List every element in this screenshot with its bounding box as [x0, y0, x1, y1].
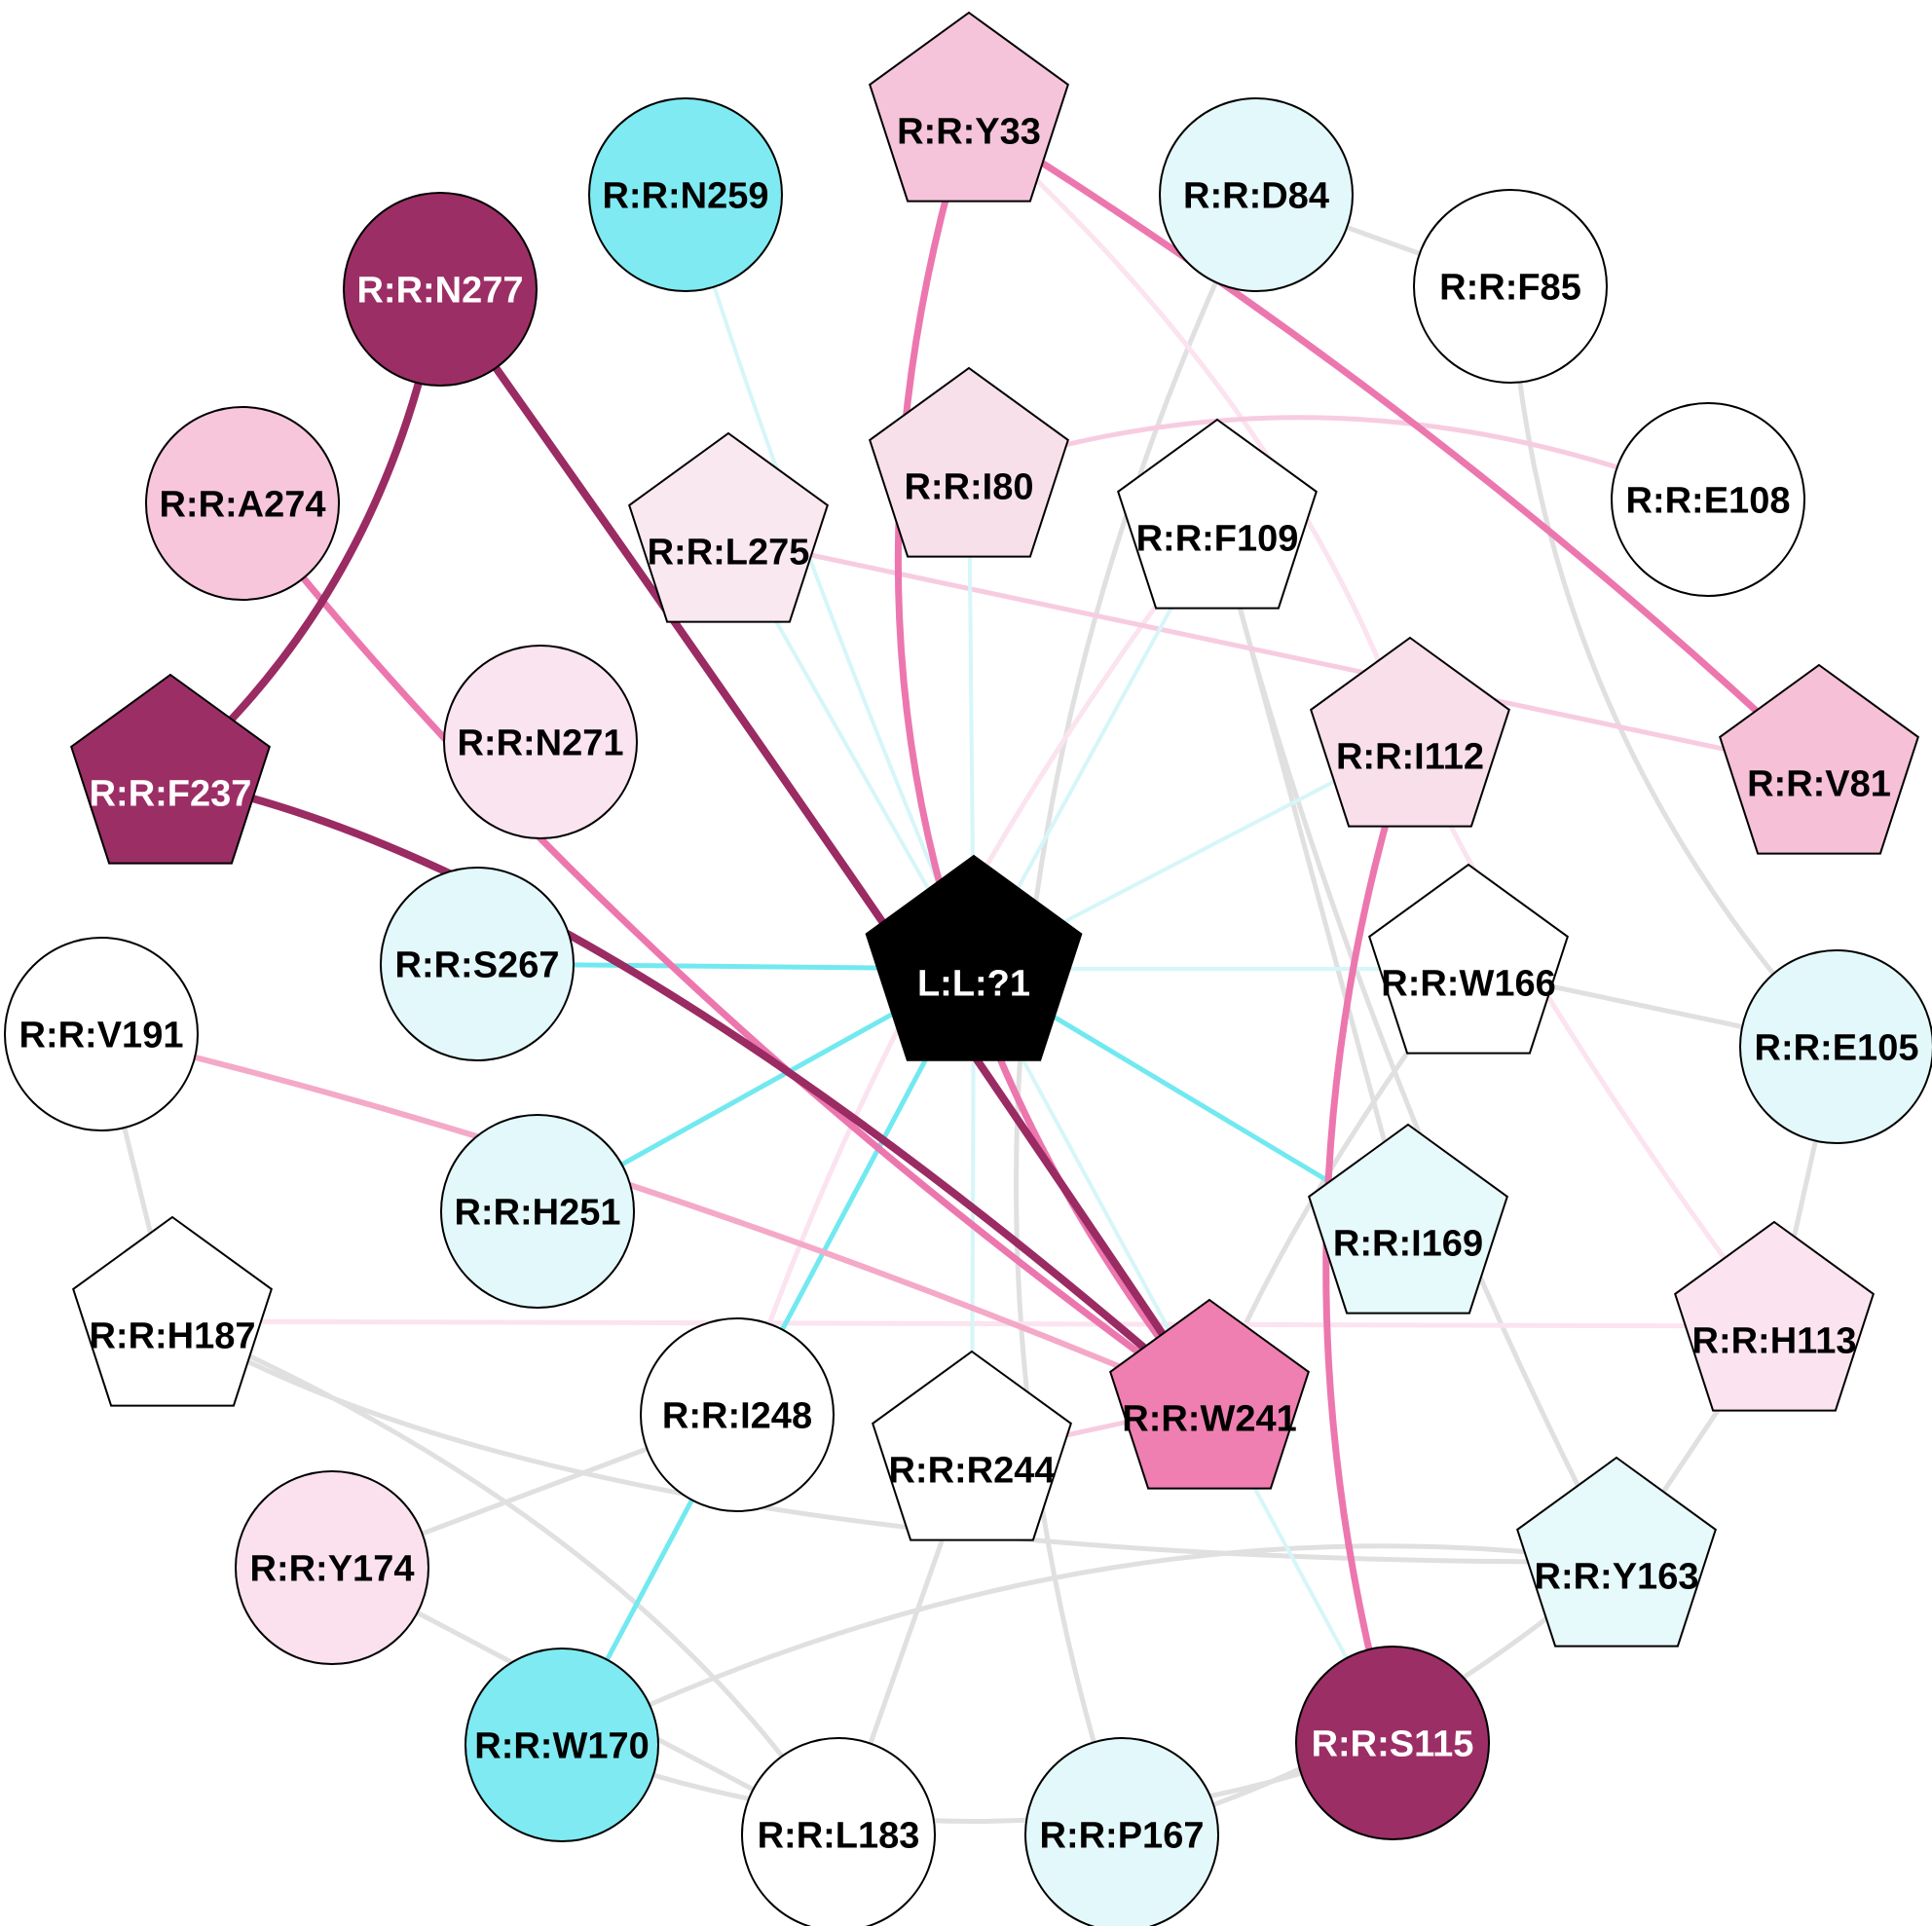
- edge-v191-w241: [98, 1031, 1212, 1407]
- node-shape-circle[interactable]: [4, 937, 199, 1131]
- node-f237[interactable]: R:R:F237: [70, 673, 271, 865]
- node-shape-pentagon[interactable]: [628, 431, 829, 623]
- node-h251[interactable]: R:R:H251: [440, 1114, 635, 1309]
- edge-f85-e105: [1507, 283, 1839, 1050]
- node-n259[interactable]: R:R:N259: [588, 97, 783, 292]
- edge-w170-y163: [559, 1543, 1619, 1748]
- node-shape-circle[interactable]: [145, 406, 340, 601]
- node-i248[interactable]: R:R:I248: [640, 1317, 835, 1512]
- node-shape-pentagon[interactable]: [869, 366, 1069, 558]
- node-shape-circle[interactable]: [1159, 97, 1354, 292]
- node-shape-pentagon[interactable]: [1109, 1298, 1310, 1490]
- node-shape-circle[interactable]: [1611, 402, 1805, 597]
- edge-y33-v81: [965, 113, 1823, 773]
- node-shape-pentagon[interactable]: [1308, 1123, 1508, 1315]
- node-shape-circle[interactable]: [1739, 949, 1932, 1144]
- node-e108[interactable]: R:R:E108: [1611, 402, 1805, 597]
- node-shape-pentagon[interactable]: [1516, 1456, 1717, 1648]
- node-shape-circle[interactable]: [741, 1737, 936, 1926]
- edge-w170-s115: [559, 1740, 1395, 1824]
- node-shape-pentagon[interactable]: [1368, 863, 1569, 1055]
- node-shape-circle[interactable]: [380, 867, 575, 1061]
- node-shape-circle[interactable]: [1413, 189, 1608, 384]
- node-shape-pentagon[interactable]: [72, 1215, 273, 1407]
- edge-i80-e108: [966, 415, 1711, 502]
- node-shape-circle[interactable]: [343, 192, 538, 387]
- node-lig[interactable]: L:L:?1: [865, 854, 1083, 1061]
- node-shape-circle[interactable]: [588, 97, 783, 292]
- node-w241[interactable]: R:R:W241: [1109, 1298, 1310, 1490]
- edge-y33-w241: [894, 113, 1213, 1408]
- node-y174[interactable]: R:R:Y174: [235, 1470, 429, 1665]
- node-w166[interactable]: R:R:W166: [1368, 863, 1569, 1055]
- node-s267[interactable]: R:R:S267: [380, 867, 575, 1061]
- edge-n277-w241: [436, 285, 1213, 1408]
- node-shape-circle[interactable]: [640, 1317, 835, 1512]
- node-shape-circle[interactable]: [1295, 1646, 1490, 1840]
- node-y33[interactable]: R:R:Y33: [869, 11, 1069, 203]
- edge-h187-l183: [169, 1318, 841, 1837]
- node-f85[interactable]: R:R:F85: [1413, 189, 1608, 384]
- node-i80[interactable]: R:R:I80: [869, 366, 1069, 558]
- node-shape-pentagon[interactable]: [872, 1350, 1072, 1541]
- node-h113[interactable]: R:R:H113: [1674, 1220, 1875, 1412]
- edge-f237-w241: [167, 775, 1213, 1408]
- node-w170[interactable]: R:R:W170: [464, 1648, 659, 1842]
- node-s115[interactable]: R:R:S115: [1295, 1646, 1490, 1840]
- node-shape-pentagon[interactable]: [1674, 1220, 1875, 1412]
- node-shape-circle[interactable]: [443, 645, 638, 839]
- node-shape-pentagon[interactable]: [1310, 636, 1510, 828]
- node-p167[interactable]: R:R:P167: [1024, 1737, 1219, 1926]
- node-shape-pentagon[interactable]: [70, 673, 271, 865]
- node-shape-circle[interactable]: [1024, 1737, 1219, 1926]
- node-shape-circle[interactable]: [464, 1648, 659, 1842]
- node-n271[interactable]: R:R:N271: [443, 645, 638, 839]
- node-a274[interactable]: R:R:A274: [145, 406, 340, 601]
- node-shape-pentagon[interactable]: [869, 11, 1069, 203]
- node-shape-circle[interactable]: [235, 1470, 429, 1665]
- node-d84[interactable]: R:R:D84: [1159, 97, 1354, 292]
- node-shape-pentagon[interactable]: [865, 854, 1083, 1061]
- node-v191[interactable]: R:R:V191: [4, 937, 199, 1131]
- node-e105[interactable]: R:R:E105: [1739, 949, 1932, 1144]
- node-r244[interactable]: R:R:R244: [872, 1350, 1072, 1541]
- node-shape-pentagon[interactable]: [1719, 663, 1919, 855]
- edge-f109-y163: [1214, 521, 1619, 1565]
- node-n277[interactable]: R:R:N277: [343, 192, 538, 387]
- node-l183[interactable]: R:R:L183: [741, 1737, 936, 1926]
- node-shape-pentagon[interactable]: [1117, 418, 1318, 610]
- node-h187[interactable]: R:R:H187: [72, 1215, 273, 1407]
- node-shape-circle[interactable]: [440, 1114, 635, 1309]
- node-v81[interactable]: R:R:V81: [1719, 663, 1919, 855]
- node-y163[interactable]: R:R:Y163: [1516, 1456, 1717, 1648]
- node-l275[interactable]: R:R:L275: [628, 431, 829, 623]
- edge-a274-w241: [239, 500, 1213, 1408]
- edge-l275-v81: [725, 535, 1822, 772]
